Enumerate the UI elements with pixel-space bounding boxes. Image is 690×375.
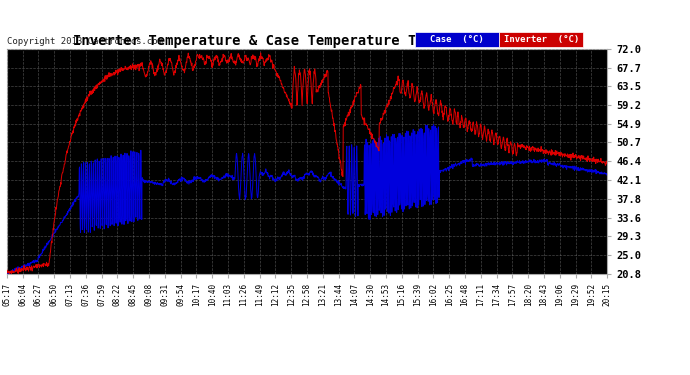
FancyBboxPatch shape	[499, 32, 583, 46]
Text: Inverter  (°C): Inverter (°C)	[504, 35, 579, 44]
Text: Case  (°C): Case (°C)	[431, 35, 484, 44]
Title: Inverter Temperature & Case Temperature Thu Jun 13 20:31: Inverter Temperature & Case Temperature …	[72, 34, 542, 48]
Text: Copyright 2013 Cartronics.com: Copyright 2013 Cartronics.com	[7, 38, 163, 46]
FancyBboxPatch shape	[415, 32, 499, 46]
